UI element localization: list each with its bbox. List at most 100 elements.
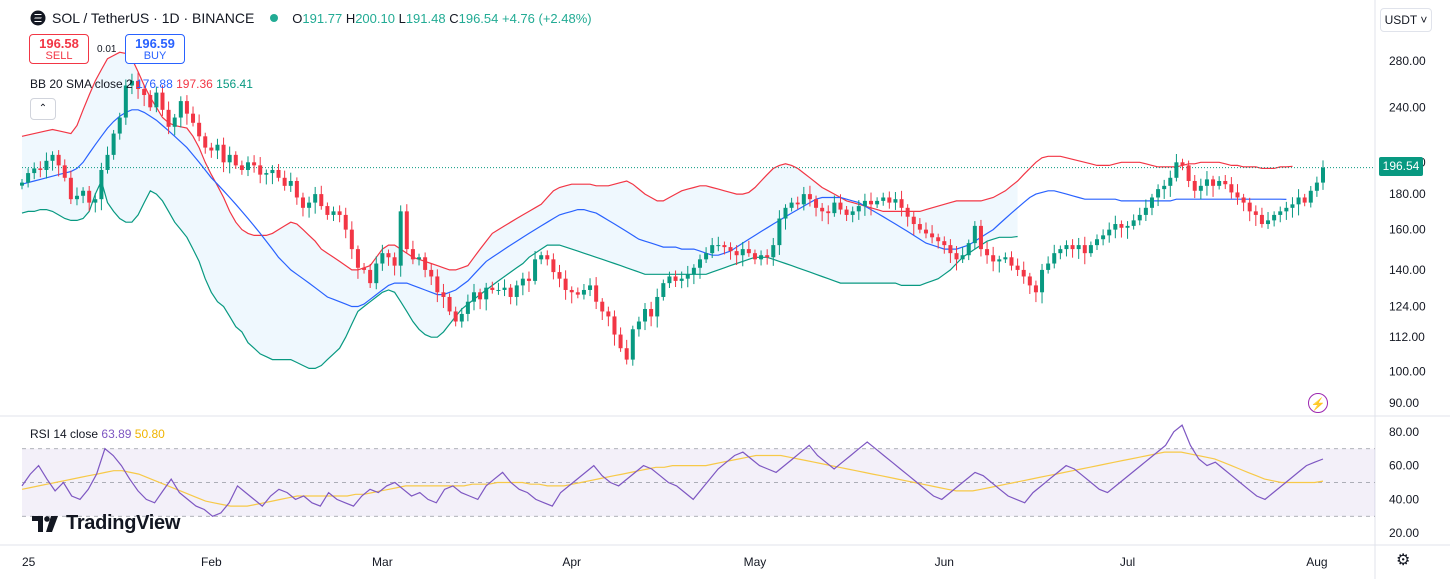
candle-body (636, 321, 641, 330)
candle-body (435, 276, 440, 293)
candle-body (1180, 162, 1185, 166)
candle-body (203, 136, 208, 148)
rsi-legend[interactable]: RSI 14 close 63.89 50.80 (30, 427, 165, 441)
candle-body (899, 199, 904, 208)
candle-body (337, 211, 342, 215)
candle-body (563, 278, 568, 290)
candle-body (191, 113, 196, 123)
candle-body (496, 289, 501, 291)
symbol-header: SOL / TetherUS · 1D · BINANCE O191.77 H2… (30, 10, 592, 26)
candle-body (972, 225, 977, 244)
candle-body (520, 278, 525, 286)
candle-body (844, 209, 849, 215)
bb-legend[interactable]: BB 20 SMA close 2 176.88 197.36 156.41 (30, 77, 253, 91)
candle-body (893, 199, 898, 203)
buy-button[interactable]: 196.59 BUY (125, 34, 185, 64)
candle-body (838, 202, 843, 210)
candle-body (759, 255, 764, 260)
candle-body (478, 292, 483, 300)
candle-body (81, 190, 86, 196)
time-axis-label: May (744, 555, 767, 569)
candle-body (832, 202, 837, 214)
candle-body (1296, 197, 1301, 205)
candle-body (410, 249, 415, 260)
price-axis-label: 124.00 (1389, 300, 1426, 314)
candle-body (166, 109, 171, 127)
candle-body (68, 177, 73, 200)
candle-body (343, 214, 348, 230)
candle-body (936, 237, 941, 242)
candle-body (93, 199, 98, 203)
candle-body (1272, 214, 1277, 221)
candle-body (252, 162, 257, 166)
candle-body (1321, 167, 1325, 183)
candle-body (533, 259, 538, 281)
candle-body (178, 101, 183, 118)
candle-body (557, 272, 562, 279)
candle-body (1302, 197, 1307, 203)
bb-legend-label: BB 20 SMA close 2 (30, 77, 133, 91)
candle-body (752, 253, 757, 260)
candle-body (514, 285, 519, 297)
candle-body (862, 200, 867, 207)
candle-body (789, 202, 794, 208)
tradingview-logo: TradingView (32, 512, 180, 535)
candle-body (930, 233, 935, 238)
bb-basis-line (21, 109, 1287, 308)
sell-button[interactable]: 196.58 SELL (29, 34, 89, 64)
candle-body (270, 169, 275, 174)
candle-body (643, 308, 648, 322)
candle-body (630, 329, 635, 360)
sell-price: 196.58 (39, 36, 79, 51)
candle-body (38, 168, 43, 170)
candle-body (1241, 197, 1246, 203)
candle-body (997, 259, 1002, 262)
chevron-up-icon[interactable]: ⌃ (30, 98, 56, 120)
candle-body (288, 180, 293, 186)
price-axis-label: 280.00 (1389, 54, 1426, 68)
lightning-icon[interactable]: ⚡ (1308, 393, 1328, 413)
candle-body (1143, 207, 1148, 215)
time-axis-label: 25 (22, 555, 36, 569)
candle-body (1253, 211, 1258, 215)
candle-body (1198, 185, 1203, 191)
candle-body (1174, 162, 1179, 178)
candle-body (111, 133, 116, 155)
candle-body (545, 255, 550, 260)
candle-body (1040, 269, 1045, 293)
candle-body (911, 216, 916, 225)
candle-body (1247, 202, 1252, 212)
gear-icon[interactable]: ⚙ (1396, 552, 1411, 569)
candle-body (588, 285, 593, 290)
candle-body (123, 85, 128, 118)
candle-body (209, 147, 214, 151)
price-axis-label: 140.00 (1389, 263, 1426, 277)
candle-body (1125, 225, 1130, 228)
candle-body (820, 207, 825, 212)
candle-body (850, 211, 855, 215)
candle-body (1003, 257, 1008, 260)
candle-body (826, 211, 831, 214)
candle-body (1162, 185, 1167, 190)
candle-body (502, 287, 507, 290)
candle-body (362, 267, 367, 270)
candle-body (26, 173, 31, 183)
candle-body (1046, 263, 1051, 270)
candle-body (1113, 224, 1118, 230)
currency-button[interactable]: USDT ˅ (1380, 8, 1432, 32)
candle-body (667, 276, 672, 284)
candle-body (795, 202, 800, 205)
low-value: 191.48 (405, 10, 446, 26)
candle-body (942, 241, 947, 246)
symbol-title[interactable]: SOL / TetherUS · 1D · BINANCE (52, 10, 255, 26)
candle-body (771, 245, 776, 258)
candle-body (221, 144, 226, 163)
candle-body (1192, 180, 1197, 191)
candle-body (1259, 214, 1264, 225)
candle-body (129, 80, 134, 86)
bb-lower-value: 156.41 (216, 77, 253, 91)
candle-body (697, 259, 702, 268)
candle-body (1278, 211, 1283, 215)
candle-body (1027, 276, 1032, 286)
